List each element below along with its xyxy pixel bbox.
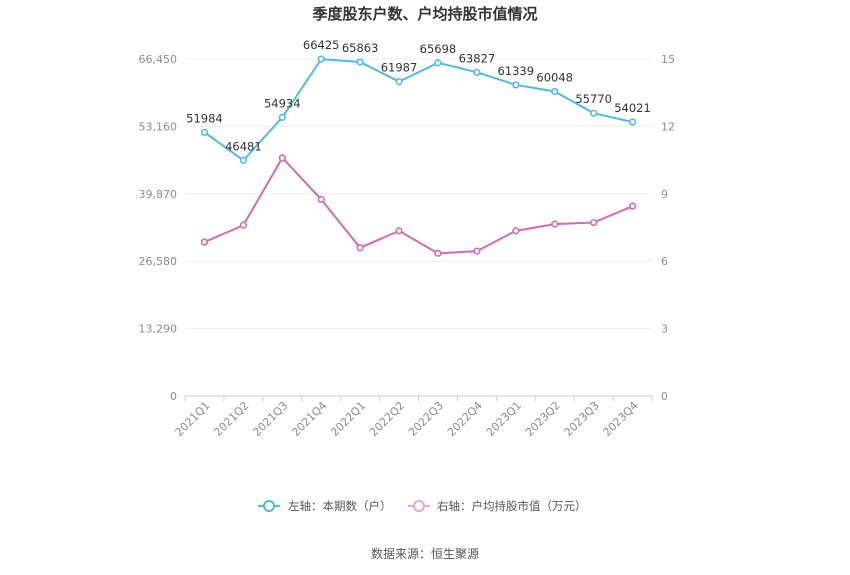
left-tick-label: 26,580 xyxy=(139,255,178,268)
series-0-point[interactable] xyxy=(512,81,520,89)
data-label: 61339 xyxy=(497,64,534,78)
data-label: 46481 xyxy=(225,139,262,153)
data-label: 54934 xyxy=(264,96,301,110)
x-tick-label: 2023Q4 xyxy=(601,399,641,439)
series-line-1 xyxy=(204,156,633,255)
x-tick-label: 2022Q4 xyxy=(445,399,485,439)
legend: 左轴：本期数（户） 右轴：户均持股市值（万元） xyxy=(258,499,587,513)
legend-marker-right xyxy=(413,500,425,512)
right-tick-label: 3 xyxy=(661,323,668,336)
left-tick-label: 13,290 xyxy=(139,323,178,336)
left-tick-label: 39,870 xyxy=(139,188,178,201)
x-tick-label: 2023Q2 xyxy=(523,399,563,439)
legend-marker-left xyxy=(263,500,275,512)
series-0-point[interactable] xyxy=(317,55,325,63)
right-tick-label: 6 xyxy=(661,255,668,268)
right-tick-label: 0 xyxy=(661,390,668,403)
data-label: 65698 xyxy=(420,42,457,56)
x-tick-label: 2023Q1 xyxy=(484,399,524,439)
series-0-point[interactable] xyxy=(590,109,598,117)
data-label: 54021 xyxy=(614,101,651,115)
chart-title: 季度股东户数、户均持股市值情况 xyxy=(312,5,537,23)
series-0-point[interactable] xyxy=(395,78,403,86)
series-1-point[interactable] xyxy=(473,247,481,255)
source-text: 数据来源：恒生聚源 xyxy=(371,546,479,561)
x-tick-label: 2021Q3 xyxy=(250,399,290,439)
left-tick-label: 0 xyxy=(170,390,177,403)
series-0-point[interactable] xyxy=(473,68,481,76)
legend-item-left-series[interactable]: 左轴：本期数（户） xyxy=(258,499,392,513)
series-0-point[interactable] xyxy=(356,58,364,66)
series-1-point[interactable] xyxy=(512,227,520,235)
series-1-point[interactable] xyxy=(239,221,247,229)
right-axis-ticks: 0 3 6 9 12 15 xyxy=(661,53,675,403)
data-label: 51984 xyxy=(186,111,223,125)
x-tick-label: 2022Q3 xyxy=(406,399,446,439)
data-label: 66425 xyxy=(303,38,340,52)
legend-item-right-series[interactable]: 右轴：户均持股市值（万元） xyxy=(408,499,587,513)
series-1-point[interactable] xyxy=(395,227,403,235)
data-label: 63827 xyxy=(459,51,496,65)
x-axis-ticks: 2021Q12021Q22021Q32021Q42022Q12022Q22022… xyxy=(173,396,653,439)
right-tick-label: 9 xyxy=(661,188,668,201)
series-1-point[interactable] xyxy=(628,202,637,210)
x-tick-label: 2023Q3 xyxy=(562,399,602,439)
x-tick-label: 2021Q4 xyxy=(289,399,329,439)
series-0-point[interactable] xyxy=(239,156,247,164)
series-0-point[interactable] xyxy=(628,118,637,126)
x-tick-label: 2022Q2 xyxy=(367,399,407,439)
series-1-point[interactable] xyxy=(551,220,559,228)
left-axis-ticks: 0 13,290 26,580 39,870 53,160 66,450 xyxy=(139,53,178,403)
series-0-point[interactable] xyxy=(278,113,286,122)
x-tick-label: 2021Q1 xyxy=(173,399,213,439)
grid-lines xyxy=(185,58,652,397)
data-label: 65863 xyxy=(342,41,379,55)
data-label: 55770 xyxy=(575,92,612,106)
data-label: 60048 xyxy=(536,70,573,84)
series-1-point[interactable] xyxy=(278,154,286,162)
series-0-point[interactable] xyxy=(200,128,209,136)
left-tick-label: 66,450 xyxy=(139,53,178,66)
right-tick-label: 15 xyxy=(661,53,675,66)
series-1-point[interactable] xyxy=(317,195,325,204)
series-0-point[interactable] xyxy=(434,59,442,67)
series-1-point[interactable] xyxy=(200,238,209,246)
data-label: 61987 xyxy=(381,61,418,75)
right-tick-label: 12 xyxy=(661,120,675,133)
legend-label-right: 右轴：户均持股市值（万元） xyxy=(437,499,587,513)
series-0-point[interactable] xyxy=(551,87,559,96)
x-tick-label: 2022Q1 xyxy=(328,399,368,439)
series-1-point[interactable] xyxy=(434,249,442,257)
legend-label-left: 左轴：本期数（户） xyxy=(288,499,392,513)
series-1-point[interactable] xyxy=(590,218,598,227)
series-line-0 xyxy=(203,58,633,162)
series-1-point[interactable] xyxy=(356,244,364,252)
left-tick-label: 53,160 xyxy=(139,120,178,133)
x-tick-label: 2021Q2 xyxy=(211,399,251,439)
series-layer xyxy=(200,55,637,257)
